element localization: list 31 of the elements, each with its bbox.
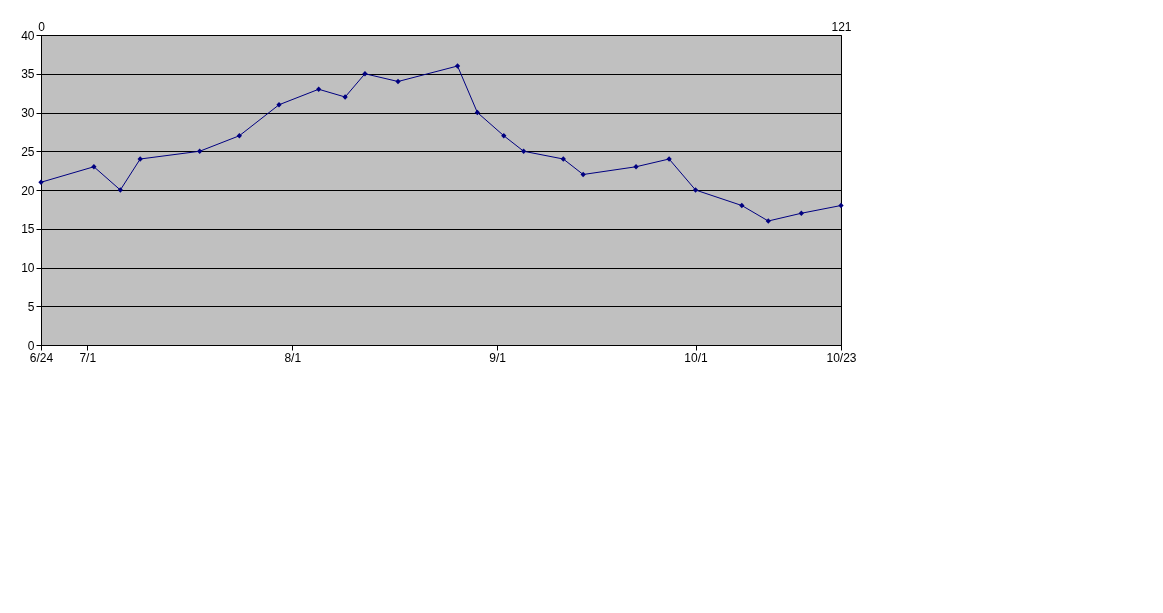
x-tick-label: 6/24	[29, 350, 54, 365]
y-tick-label: 20	[21, 183, 35, 198]
y-tick-label: 30	[21, 106, 35, 120]
point	[197, 148, 203, 154]
point	[474, 109, 481, 116]
point	[798, 210, 804, 216]
point	[521, 148, 527, 154]
point	[454, 63, 461, 69]
x-tick-label: 10/1	[684, 350, 709, 365]
y-tick-label: 15	[21, 222, 35, 237]
x2-tick-label: 121	[831, 19, 852, 34]
point	[838, 202, 844, 209]
point	[236, 133, 242, 139]
x-tick-label: 8/1	[284, 350, 302, 365]
x-tick-label: 9/1	[489, 350, 507, 365]
x-tick-label: 10/23	[826, 350, 857, 365]
y-tick-label: 40	[21, 28, 35, 43]
point	[316, 86, 322, 92]
point	[91, 164, 97, 170]
x2-tick-label: 0	[38, 19, 46, 34]
y-tick-label: 5	[27, 299, 35, 314]
x-tick-label: 7/1	[79, 350, 97, 365]
y-tick-label: 35	[21, 67, 35, 82]
y-tick-label: 0	[27, 338, 35, 353]
point	[580, 171, 586, 178]
point	[692, 187, 699, 193]
point	[395, 78, 401, 85]
y-tick-label: 10	[21, 261, 35, 275]
point	[739, 202, 745, 209]
point	[501, 133, 507, 139]
y-tick-label: 25	[21, 144, 35, 159]
